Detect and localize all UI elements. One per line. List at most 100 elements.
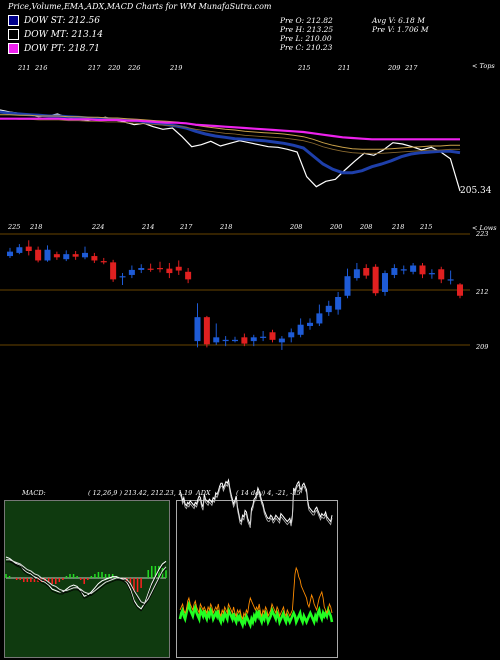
candle-body (72, 254, 79, 257)
tops-label: 226 (127, 64, 140, 72)
lows-label: 208 (359, 223, 372, 231)
candle-body (35, 249, 42, 261)
candle-body (353, 269, 360, 279)
last-price-label: 205.34 (460, 186, 492, 196)
candle-body (363, 268, 370, 276)
ema-line-extra (0, 118, 460, 154)
candle-body (307, 322, 313, 326)
ema-line-2 (0, 114, 460, 150)
adx-line-shadow (179, 481, 333, 528)
candle-body (335, 297, 342, 310)
lows-label: 225 (7, 223, 20, 231)
ema-line-3 (0, 117, 460, 141)
candle-body (147, 268, 154, 270)
adx-panel (176, 500, 338, 658)
candle-body (241, 337, 248, 344)
candlestick-chart (0, 233, 470, 350)
candle-body (53, 254, 60, 258)
legend-mt-label: DOW MT: 213.14 (24, 29, 103, 40)
avg-volume: Avg V: 6.18 M (372, 16, 425, 25)
candle-body (316, 313, 323, 324)
lows-label: 200 (329, 223, 342, 231)
macd-line-1 (6, 559, 167, 604)
candle-body (391, 268, 398, 275)
macd-line-shadow-1 (6, 561, 167, 606)
lows-label: 218 (391, 223, 404, 231)
macd-panel (4, 500, 170, 658)
adx-chart (178, 478, 334, 630)
candle-body (382, 273, 388, 292)
tops-label: 216 (34, 64, 47, 72)
candle-body (91, 256, 98, 261)
candle-body (16, 247, 23, 253)
candle-body (344, 276, 351, 296)
legend-st-swatch (8, 15, 19, 26)
candle-body (100, 261, 107, 263)
ohlc-close: Pre C: 210.23 (280, 43, 333, 52)
chart-title: Price,Volume,EMA,ADX,MACD Charts for WM … (8, 2, 272, 11)
candle-body (325, 305, 332, 313)
candle-body (447, 279, 454, 281)
tops-labels: 211 216 217 220 226 219 215 211 209 217 (17, 64, 418, 72)
adx-values: ( 14 day) 4, -21, -25 (236, 489, 301, 497)
candle-body (400, 269, 407, 271)
ohlc-low: Pre L: 210.00 (280, 34, 332, 43)
lows-label: 218 (29, 223, 42, 231)
candle-body (157, 268, 163, 270)
legend-pt: DOW PT: 218.71 (8, 43, 100, 54)
tops-label: 215 (297, 64, 310, 72)
ema-chart (0, 109, 461, 192)
lows-label: 214 (141, 223, 154, 231)
ema-line-1 (0, 110, 461, 175)
legend-pt-swatch (8, 43, 19, 54)
lows-labels: 225 218 224 214 217 218 208 200 208 218 215 (7, 223, 432, 231)
candle-body (175, 266, 182, 271)
adx-line-1 (178, 599, 334, 630)
legend-pt-label: DOW PT: 218.71 (24, 43, 100, 54)
adx-label: ADX (196, 489, 211, 497)
legend-mt: DOW MT: 213.14 (8, 29, 103, 40)
pre-volume: Pre V: 1.706 M (372, 25, 429, 34)
candle-body (288, 332, 295, 338)
candle-body (457, 284, 463, 296)
macd-line-0 (5, 556, 167, 610)
candle-body (410, 265, 417, 272)
tops-label: 217 (404, 64, 418, 72)
candle-body (297, 324, 304, 335)
adx-line-0 (179, 478, 333, 525)
candle-body (232, 339, 238, 342)
candle-body (44, 249, 51, 261)
macd-chart (5, 556, 167, 612)
candle-body (63, 254, 70, 260)
candle-body (25, 246, 32, 252)
tops-label: 220 (107, 64, 120, 72)
candle-body (7, 251, 13, 257)
lows-label: 215 (419, 223, 432, 231)
candle-body (166, 268, 173, 274)
macd-values: ( 12,26,9 ) 213.42, 212.23, 1.19 (88, 489, 193, 497)
legend-mt-swatch (8, 29, 19, 40)
candle-body (203, 317, 210, 345)
candle-body (269, 332, 276, 340)
candle-body (194, 317, 201, 342)
candle-body (82, 252, 88, 258)
candle-body (250, 337, 257, 342)
tops-label: 211 (337, 64, 350, 72)
lows-label: 217 (179, 223, 193, 231)
candle-body (419, 265, 426, 275)
candle-body (438, 269, 445, 280)
legend-st-label: DOW ST: 212.56 (24, 15, 100, 26)
candle-body (185, 271, 192, 280)
macd-label: MACD: (22, 489, 46, 497)
tops-label: 209 (387, 64, 400, 72)
tops-label: 217 (87, 64, 101, 72)
legend-st: DOW ST: 212.56 (8, 15, 100, 26)
tops-label: 219 (169, 64, 182, 72)
ohlc-high: Pre H: 213.25 (280, 25, 334, 34)
candle-body (222, 339, 229, 342)
ohlc-open: Pre O: 212.82 (280, 16, 333, 25)
candle-body (128, 269, 135, 275)
candle-body (278, 338, 285, 343)
lows-label: 208 (289, 223, 302, 231)
